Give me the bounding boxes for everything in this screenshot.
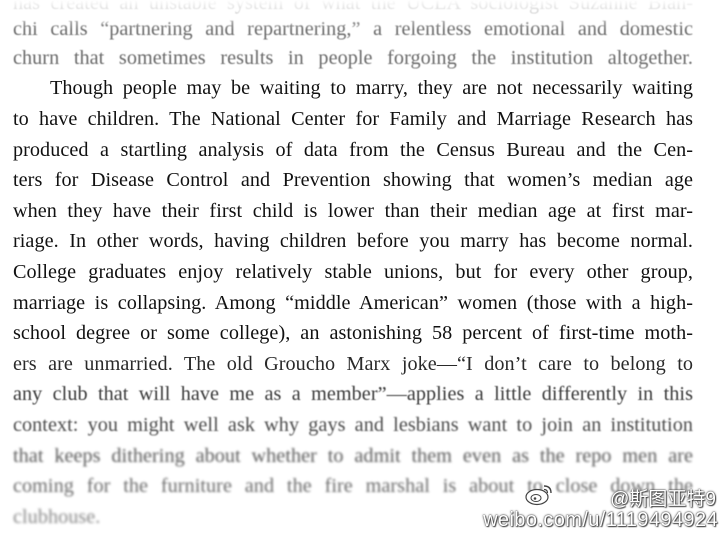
text-line: coming for the furniture and the fire ma… <box>13 475 693 497</box>
text-line: chi calls “partnering and repartnering,”… <box>13 18 693 40</box>
watermark-url: weibo.com/u/1119494924 <box>483 509 718 531</box>
weibo-logo-icon <box>525 485 552 506</box>
text-line: to have children. The National Center fo… <box>13 108 693 130</box>
text-line: riage. In other words, having children b… <box>13 230 693 252</box>
paragraph-start-line: Though people may be waiting to marry, t… <box>50 77 693 99</box>
text-line: clubhouse. <box>13 506 101 528</box>
watermark-handle: @斯图亚特9 <box>610 489 716 510</box>
text-line: that keeps dithering about whether to ad… <box>13 445 693 467</box>
text-line: ters for Disease Control and Prevention … <box>13 169 693 191</box>
text-line: College graduates enjoy relatively stabl… <box>13 261 693 283</box>
text-line: produced a startling analysis of data fr… <box>13 139 693 161</box>
text-line: school degree or some college), an aston… <box>13 322 693 344</box>
text-line: any club that will have me as a member”—… <box>13 383 693 405</box>
text-line: context: you might well ask why gays and… <box>13 414 693 436</box>
text-line: when they have their first child is lowe… <box>13 200 693 222</box>
text-line: churn that sometimes results in people f… <box>13 47 693 69</box>
text-line: ers are unmarried. The old Groucho Marx … <box>13 353 693 375</box>
text-line: marriage is collapsing. Among “middle Am… <box>13 292 693 314</box>
